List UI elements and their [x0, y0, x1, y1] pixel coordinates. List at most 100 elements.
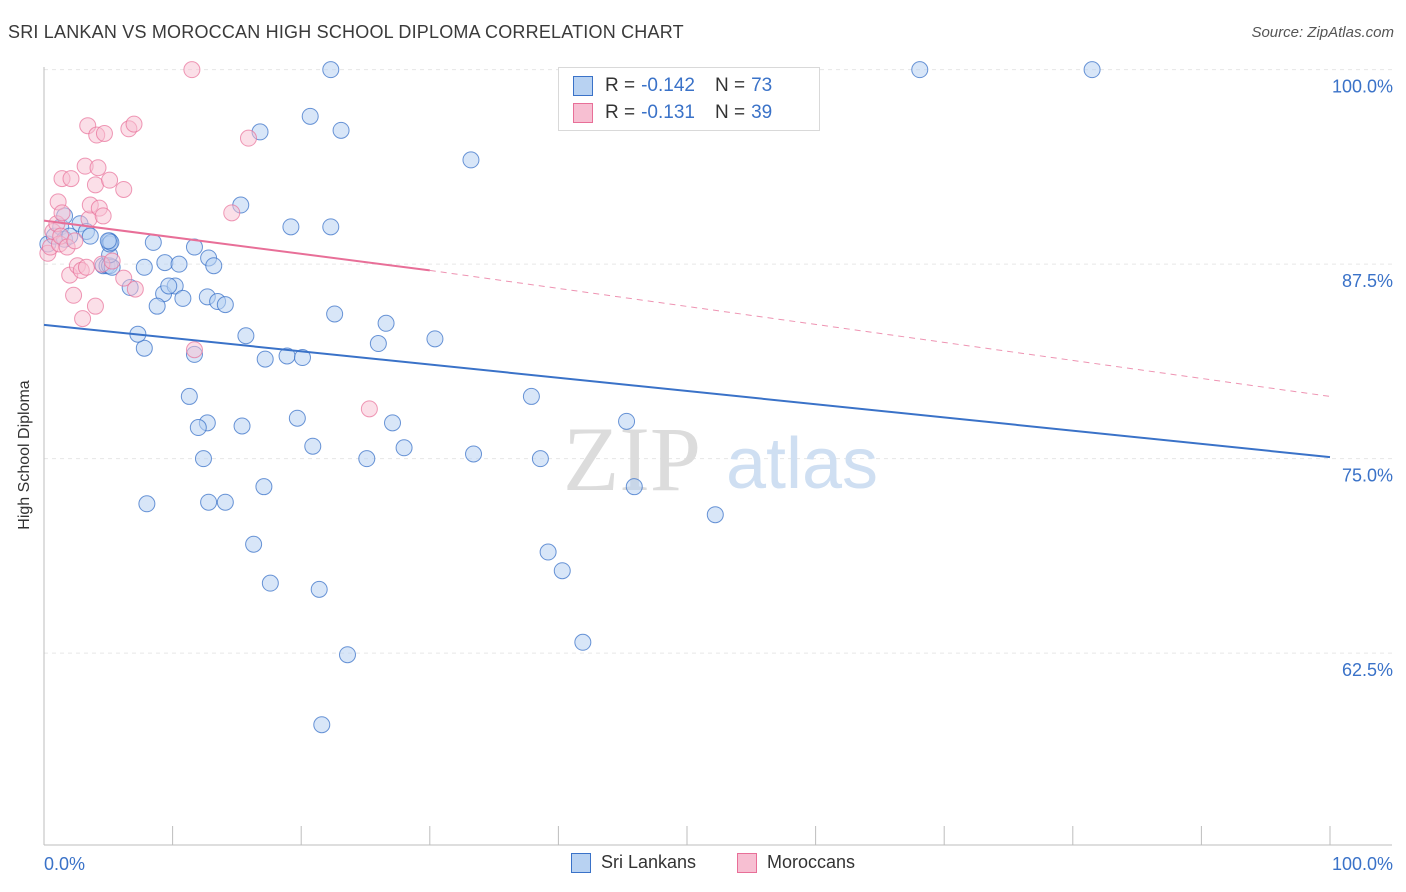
sri-lankans-point-64	[216, 493, 234, 511]
x-tick-label-0: 0.0%	[44, 854, 85, 874]
sri-lankans-point-37	[293, 349, 311, 367]
moroccans-point-15	[74, 310, 92, 328]
sri-lankans-point-39	[369, 335, 387, 353]
sri-lankans-point-81	[338, 646, 356, 664]
sri-lankans-point-47	[205, 257, 223, 275]
legend-label: Moroccans	[767, 852, 856, 872]
sri-lankans-point-82	[313, 716, 331, 734]
sri-lankans-point-43	[170, 255, 188, 273]
sri-lankans-point-78	[539, 543, 557, 561]
sri-lankans-point-72	[618, 412, 636, 430]
moroccans-point-24	[94, 207, 112, 225]
moroccans-point-40	[360, 400, 378, 418]
moroccans-point-20	[126, 280, 144, 298]
sri-lankans-point-54	[1083, 61, 1101, 79]
watermark-atlas: atlas	[726, 424, 878, 504]
sri-lankans-point-73	[625, 478, 643, 496]
sri-lankans-swatch	[573, 76, 593, 96]
sri-lankans-trend-line	[43, 323, 1331, 459]
y-tick-label-3: 62.5%	[1342, 660, 1393, 680]
axes	[43, 67, 1392, 846]
sri-lankans-point-67	[384, 414, 402, 432]
moroccans-point-18	[103, 252, 121, 270]
sri-lankans-point-62	[194, 450, 212, 468]
moroccans-trend-line	[43, 219, 430, 272]
sri-lankans-point-60	[304, 437, 322, 455]
legend-item-moroccans[interactable]: Moroccans	[737, 852, 855, 873]
sri-lankans-swatch	[571, 852, 591, 873]
series-legend: Sri Lankans Moroccans	[0, 852, 1406, 878]
moroccans-point-34	[95, 124, 113, 142]
sri-lankans-point-31	[135, 339, 153, 357]
n-value: 73	[751, 75, 773, 96]
sri-lankans-point-80	[574, 633, 592, 651]
sri-lankans-point-79	[553, 562, 571, 580]
sri-lankans-point-59	[288, 409, 306, 427]
moroccans-point-16	[86, 297, 104, 315]
r-value: -0.142	[641, 75, 695, 96]
legend-item-sri-lankans[interactable]: Sri Lankans	[571, 852, 696, 873]
sri-lankans-point-65	[255, 478, 273, 496]
n-label: N =	[714, 75, 746, 96]
sri-lankans-point-38	[326, 305, 344, 323]
source-label: Source: ZipAtlas.com	[1251, 24, 1394, 41]
sri-lankans-point-51	[332, 121, 350, 139]
sri-lankans-points	[39, 61, 1101, 734]
sri-lankans-point-55	[180, 387, 198, 405]
r-label: R =	[605, 75, 636, 96]
sri-lankans-point-26	[160, 277, 178, 295]
moroccans-swatch	[737, 852, 757, 873]
sri-lankans-point-46	[135, 258, 153, 276]
gridlines	[44, 69, 1392, 654]
moroccans-point-28	[86, 176, 104, 194]
sri-lankans-point-69	[465, 445, 483, 463]
sri-lankans-point-35	[256, 350, 274, 368]
sri-lankans-point-29	[216, 296, 234, 314]
moroccans-point-39	[239, 129, 257, 147]
y-tick-label-2: 75.0%	[1342, 466, 1393, 486]
y-tick-label-0: 100.0%	[1332, 77, 1393, 97]
moroccans-point-36	[125, 115, 143, 133]
sri-lankans-point-50	[322, 61, 340, 79]
trend-lines	[43, 219, 1331, 459]
moroccans-point-12	[77, 258, 95, 276]
sri-lankans-point-8	[81, 227, 99, 245]
sri-lankans-point-49	[301, 107, 319, 125]
watermark: ZIP atlas	[563, 408, 878, 510]
moroccans-point-29	[89, 159, 107, 177]
sri-lankans-point-42	[156, 254, 174, 272]
sri-lankans-point-61	[138, 495, 156, 513]
stats-row-moroccans: R = -0.131 N = 39	[573, 101, 772, 125]
r-label: R =	[605, 102, 636, 123]
sri-lankans-point-66	[358, 450, 376, 468]
y-tick-labels: 100.0% 87.5% 75.0% 62.5%	[1332, 77, 1393, 681]
sri-lankans-point-76	[261, 574, 279, 592]
moroccans-point-26	[62, 170, 80, 188]
moroccans-swatch	[573, 103, 593, 123]
moroccans-point-38	[223, 204, 241, 222]
sri-lankans-point-77	[310, 580, 328, 598]
moroccans-point-30	[101, 171, 119, 189]
y-tick-label-1: 87.5%	[1342, 271, 1393, 291]
sri-lankans-point-21	[322, 218, 340, 236]
moroccans-point-41	[183, 61, 201, 79]
sri-lankans-point-40	[377, 314, 395, 332]
moroccans-point-31	[115, 180, 133, 198]
sri-lankans-point-41	[426, 330, 444, 348]
moroccans-trend-extension	[429, 269, 1331, 397]
r-value: -0.131	[641, 102, 695, 123]
legend-label: Sri Lankans	[601, 852, 697, 872]
sri-lankans-point-25	[148, 297, 166, 315]
sri-lankans-point-75	[245, 535, 263, 553]
moroccans-point-37	[185, 341, 203, 359]
x-tick-labels: 0.0% 100.0%	[44, 854, 1393, 874]
sri-lankans-point-18	[144, 233, 162, 251]
stats-row-sri-lankans: R = -0.142 N = 73	[573, 74, 772, 98]
y-axis-label: High School Diploma	[16, 380, 33, 530]
moroccans-point-9	[65, 286, 83, 304]
sri-lankans-point-58	[233, 417, 251, 435]
sri-lankans-point-24	[174, 289, 192, 307]
n-value: 39	[751, 102, 773, 123]
sri-lankans-point-70	[522, 387, 540, 405]
